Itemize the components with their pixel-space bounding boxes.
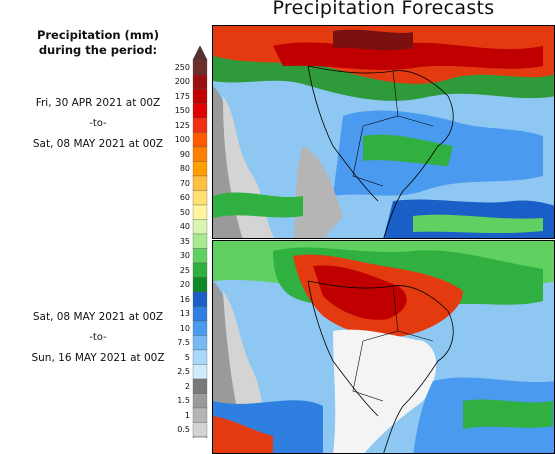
legend-swatch: [192, 204, 208, 220]
legend-swatch: [192, 378, 208, 394]
legend-tick-label: 200: [174, 77, 190, 86]
page-title: Precipitation Forecasts: [272, 0, 495, 19]
legend-swatch: [192, 262, 208, 278]
legend-tick-label: 175: [174, 91, 190, 101]
legend-tick-label: 100: [174, 135, 190, 144]
period-2-start: Sat, 08 MAY 2021 at 00Z: [32, 311, 164, 323]
legend-tick-label: 5: [184, 352, 190, 362]
legend-tick-label: 2: [184, 381, 190, 391]
legend-swatch: [192, 219, 208, 235]
legend-swatch: [192, 233, 208, 249]
legend-swatch: [192, 132, 208, 148]
legend-tick-label: 13: [179, 309, 190, 318]
legend-bottom-arrow: [192, 436, 208, 438]
legend-tick-label: 70: [179, 178, 190, 188]
legend-swatch: [192, 74, 208, 90]
legend-swatch: [192, 320, 208, 336]
period-label-2: Sat, 08 MAY 2021 at 00Z -to- Sun, 16 MAY…: [0, 311, 196, 365]
legend-tick-label: 16: [179, 294, 190, 304]
forecast-map-1-image: [213, 26, 554, 238]
legend-swatch: [192, 161, 208, 177]
legend-swatch: [192, 349, 208, 365]
legend-swatch: [192, 393, 208, 409]
legend-tick-label: 25: [179, 265, 190, 275]
legend-tick-label: 125: [174, 120, 190, 130]
legend-heading: Precipitation (mm) during the period:: [0, 28, 196, 58]
legend-tick-label: 1.5: [177, 396, 190, 405]
period-1-start: Fri, 30 APR 2021 at 00Z: [35, 97, 161, 109]
forecast-map-2: [212, 240, 555, 454]
legend-swatch: [192, 59, 208, 75]
legend-swatch: [192, 306, 208, 322]
legend-tick-label: 40: [179, 222, 190, 231]
legend-swatch: [192, 291, 208, 307]
legend-tick-label: 30: [179, 251, 190, 260]
legend-tick-label: 90: [179, 149, 190, 159]
legend-heading-line1: Precipitation (mm): [36, 28, 160, 42]
legend-tick-label: 250: [174, 62, 190, 72]
legend-swatch: [192, 364, 208, 380]
legend-swatch: [192, 407, 208, 423]
legend-tick-label: 80: [179, 164, 190, 173]
period-2-end: Sun, 16 MAY 2021 at 00Z: [31, 352, 165, 364]
legend-swatch: [192, 190, 208, 206]
legend-color-bar: [192, 46, 208, 438]
legend-tick-label: 50: [179, 207, 190, 217]
period-1-end: Sat, 08 MAY 2021 at 00Z: [32, 138, 164, 150]
legend-swatch: [192, 248, 208, 264]
legend-swatch: [192, 117, 208, 133]
forecast-map-2-image: [213, 241, 554, 453]
legend-swatch: [192, 103, 208, 119]
legend-tick-label: 1: [184, 410, 190, 420]
legend-swatch: [192, 146, 208, 162]
legend-swatch: [192, 422, 208, 438]
legend-swatch: [192, 88, 208, 104]
legend-tick-label: 10: [179, 323, 190, 333]
period-label-1: Fri, 30 APR 2021 at 00Z -to- Sat, 08 MAY…: [0, 97, 196, 151]
legend-heading-line2: during the period:: [38, 43, 158, 57]
legend-top-arrow: [192, 46, 208, 61]
legend-tick-label: 60: [179, 193, 190, 202]
legend-tick-label: 2.5: [177, 367, 190, 376]
legend-tick-label: 150: [174, 106, 190, 115]
legend-tick-label: 7.5: [177, 338, 190, 347]
period-1-separator: -to-: [89, 118, 107, 129]
legend-swatch: [192, 277, 208, 293]
legend-swatch: [192, 175, 208, 191]
period-2-separator: -to-: [89, 332, 107, 343]
forecast-map-1: [212, 25, 555, 239]
legend-swatch: [192, 335, 208, 351]
legend-tick-label: 0.5: [177, 425, 190, 434]
legend-tick-label: 20: [179, 280, 190, 289]
legend-tick-label: 35: [179, 236, 190, 246]
